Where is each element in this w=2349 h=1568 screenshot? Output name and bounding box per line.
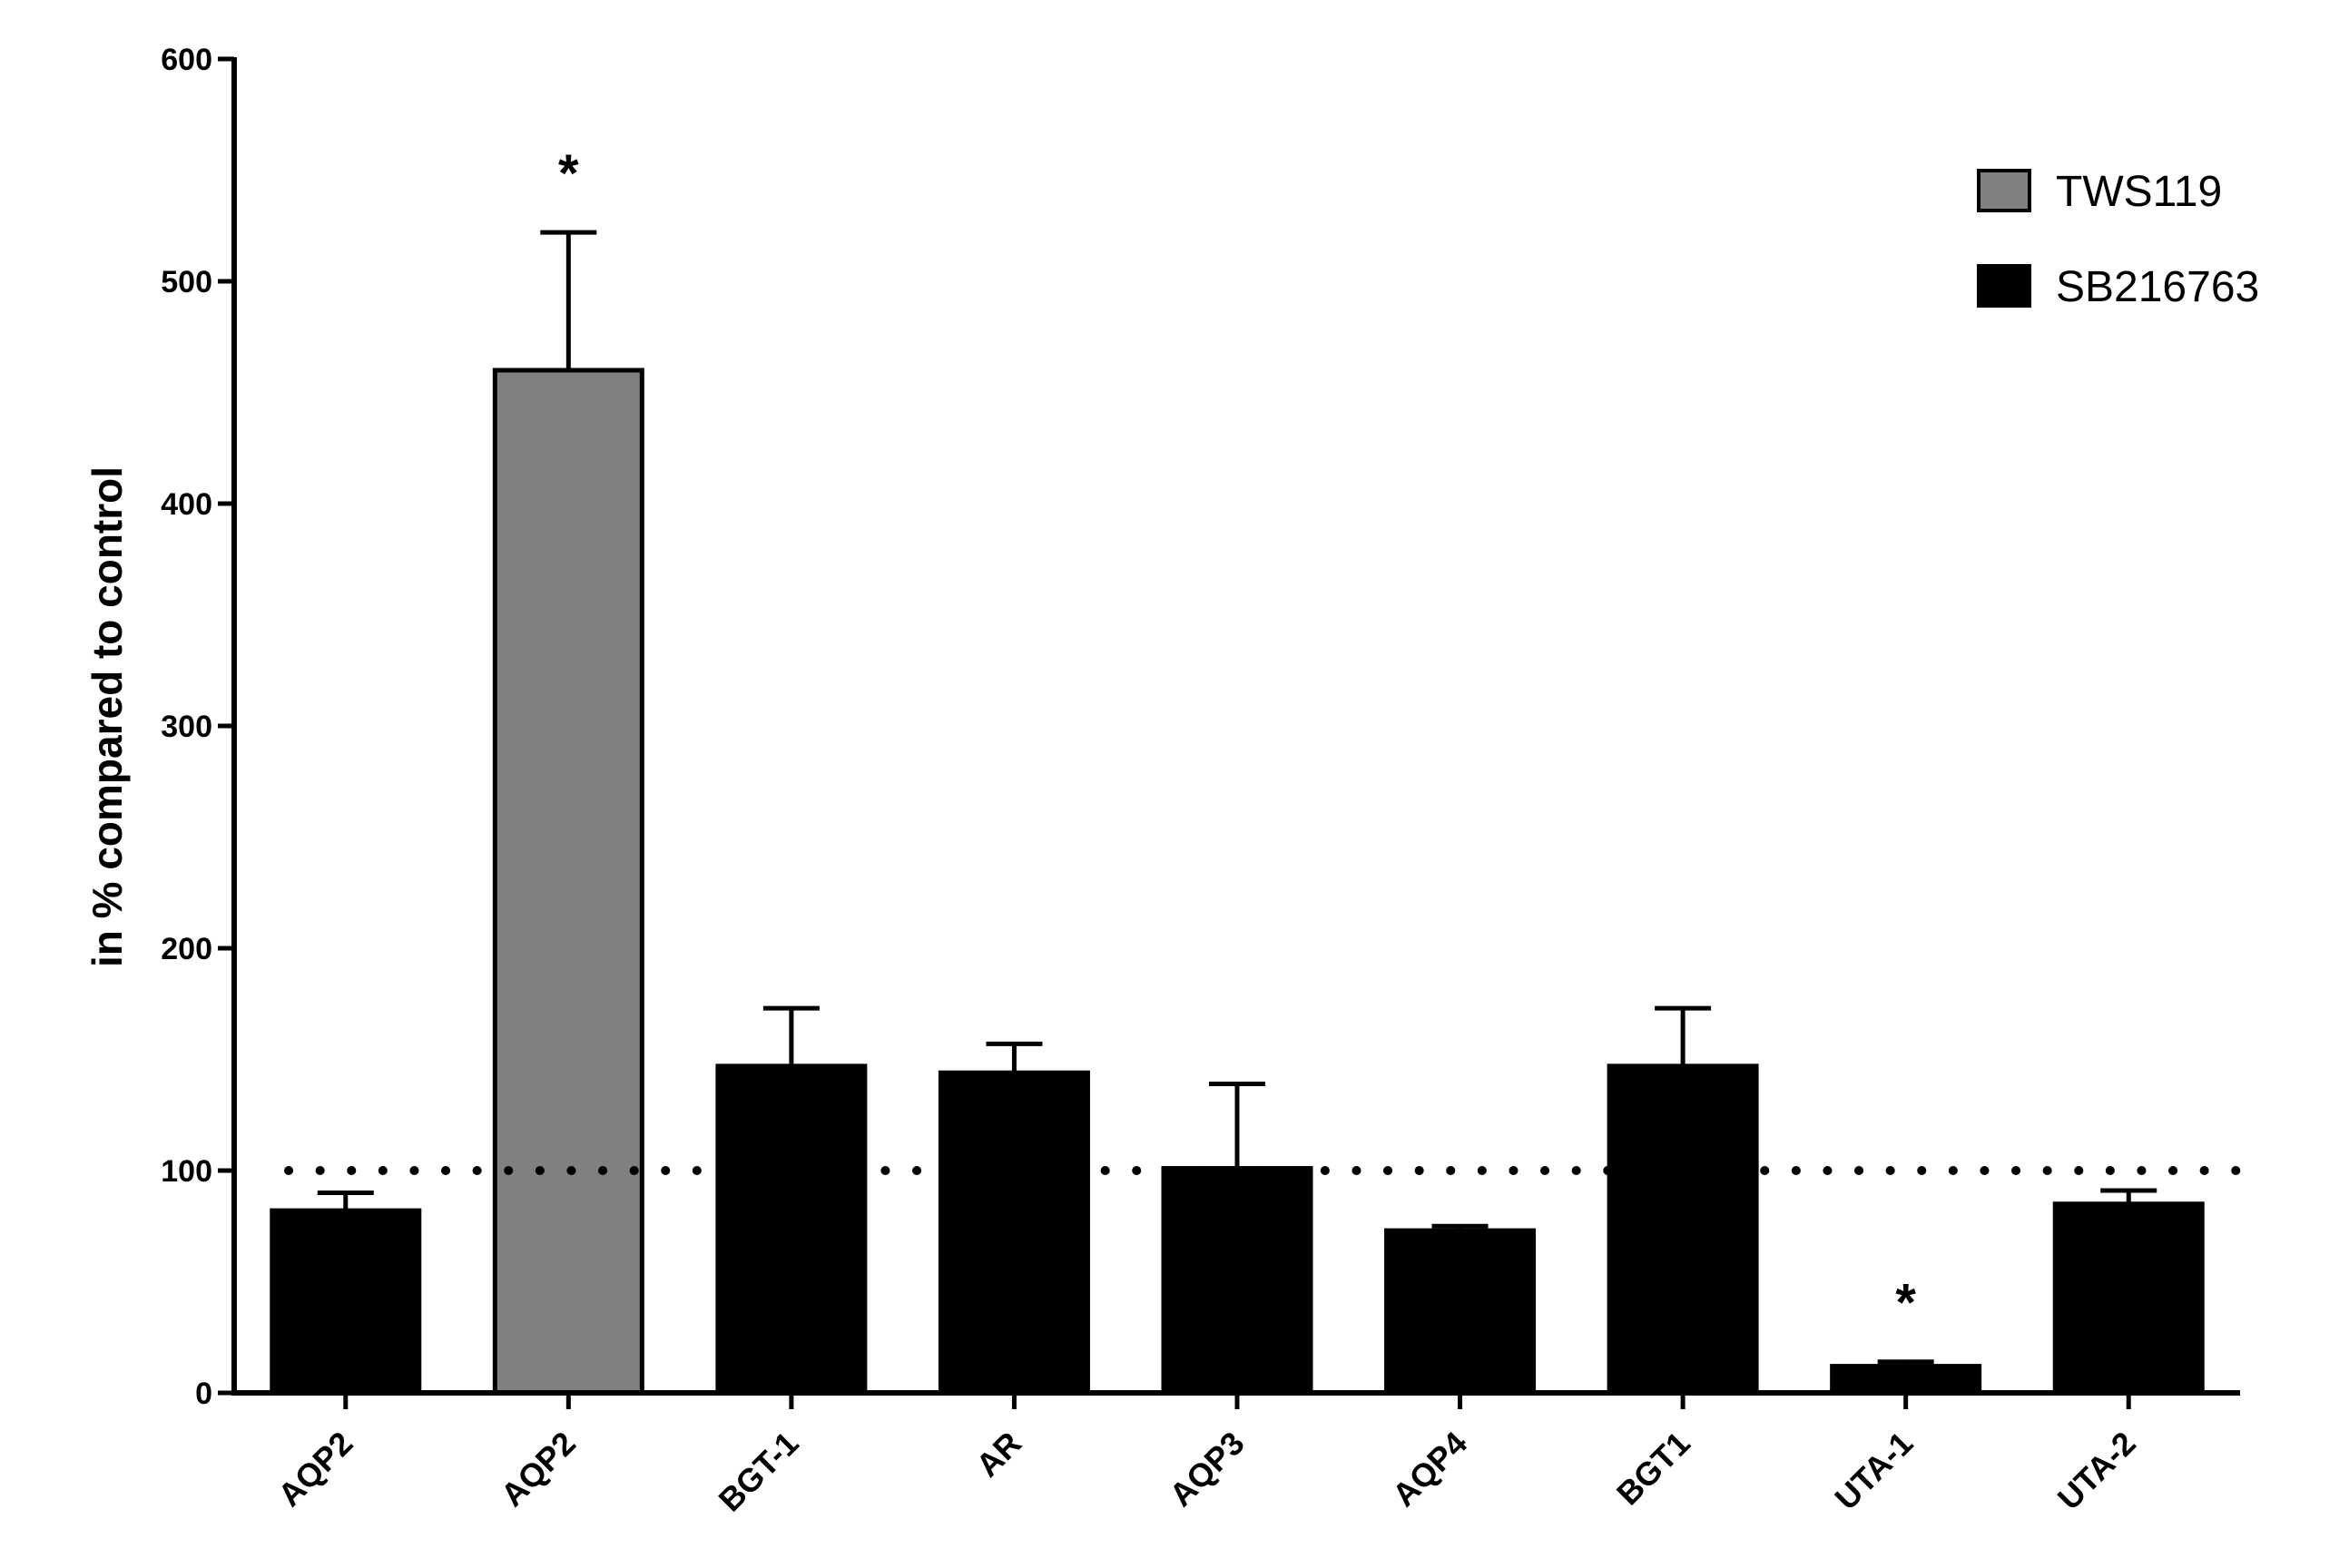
y-axis-title-group: in % compared to control bbox=[84, 466, 131, 967]
bar-6 bbox=[1384, 1228, 1537, 1396]
significance-marker-2: * bbox=[558, 144, 579, 203]
legend-label-1: TWS119 bbox=[2056, 168, 2222, 216]
bar-9 bbox=[2052, 1201, 2205, 1396]
legend-label-2: SB216763 bbox=[2056, 263, 2259, 311]
legend-swatch-2 bbox=[1977, 264, 2031, 308]
x-tick-label-4: AR bbox=[968, 1425, 1028, 1485]
significance-marker-8: * bbox=[1895, 1274, 1916, 1333]
bar-3 bbox=[715, 1063, 868, 1396]
x-tick-label-6: AQP4 bbox=[1385, 1425, 1474, 1514]
y-tick-label-4: 300 bbox=[161, 710, 212, 744]
bars-layer bbox=[270, 368, 2205, 1396]
x-tick-label-2: AQP2 bbox=[494, 1425, 583, 1514]
y-tick-label-5: 400 bbox=[161, 487, 212, 522]
y-tick-label-3: 200 bbox=[161, 932, 212, 966]
y-tick-label-6: 500 bbox=[161, 265, 212, 299]
labels-layer: AQP2 AQP2 * BGT-1 AR AQP3 AQP4 BGT1 UTA-1 * UTA-2 0… bbox=[161, 43, 2143, 1519]
error-bars-layer bbox=[317, 230, 2157, 1367]
y-tick-label-1: 0 bbox=[195, 1377, 212, 1411]
x-tick-label-8: UTA-1 bbox=[1827, 1425, 1920, 1517]
axes-layer bbox=[218, 56, 2240, 1409]
x-tick-label-9: UTA-2 bbox=[2050, 1425, 2143, 1517]
x-tick-label-1: AQP2 bbox=[270, 1425, 359, 1514]
y-tick-label-7: 600 bbox=[161, 43, 212, 77]
legend: TWS119 SB216763 bbox=[1977, 168, 2259, 311]
x-tick-label-3: BGT-1 bbox=[712, 1425, 806, 1519]
bar-5 bbox=[1161, 1166, 1313, 1396]
bar-2 bbox=[492, 368, 644, 1396]
bar-7 bbox=[1607, 1063, 1759, 1396]
bar-1 bbox=[270, 1208, 422, 1396]
legend-swatch-1 bbox=[1977, 169, 2031, 212]
x-tick-label-7: BGT1 bbox=[1609, 1425, 1697, 1513]
bar-8 bbox=[1830, 1364, 1982, 1396]
bar-4 bbox=[938, 1070, 1090, 1396]
y-tick-label-2: 100 bbox=[161, 1154, 212, 1189]
x-tick-label-5: AQP3 bbox=[1162, 1425, 1251, 1514]
y-axis-title: in % compared to control bbox=[84, 466, 131, 967]
